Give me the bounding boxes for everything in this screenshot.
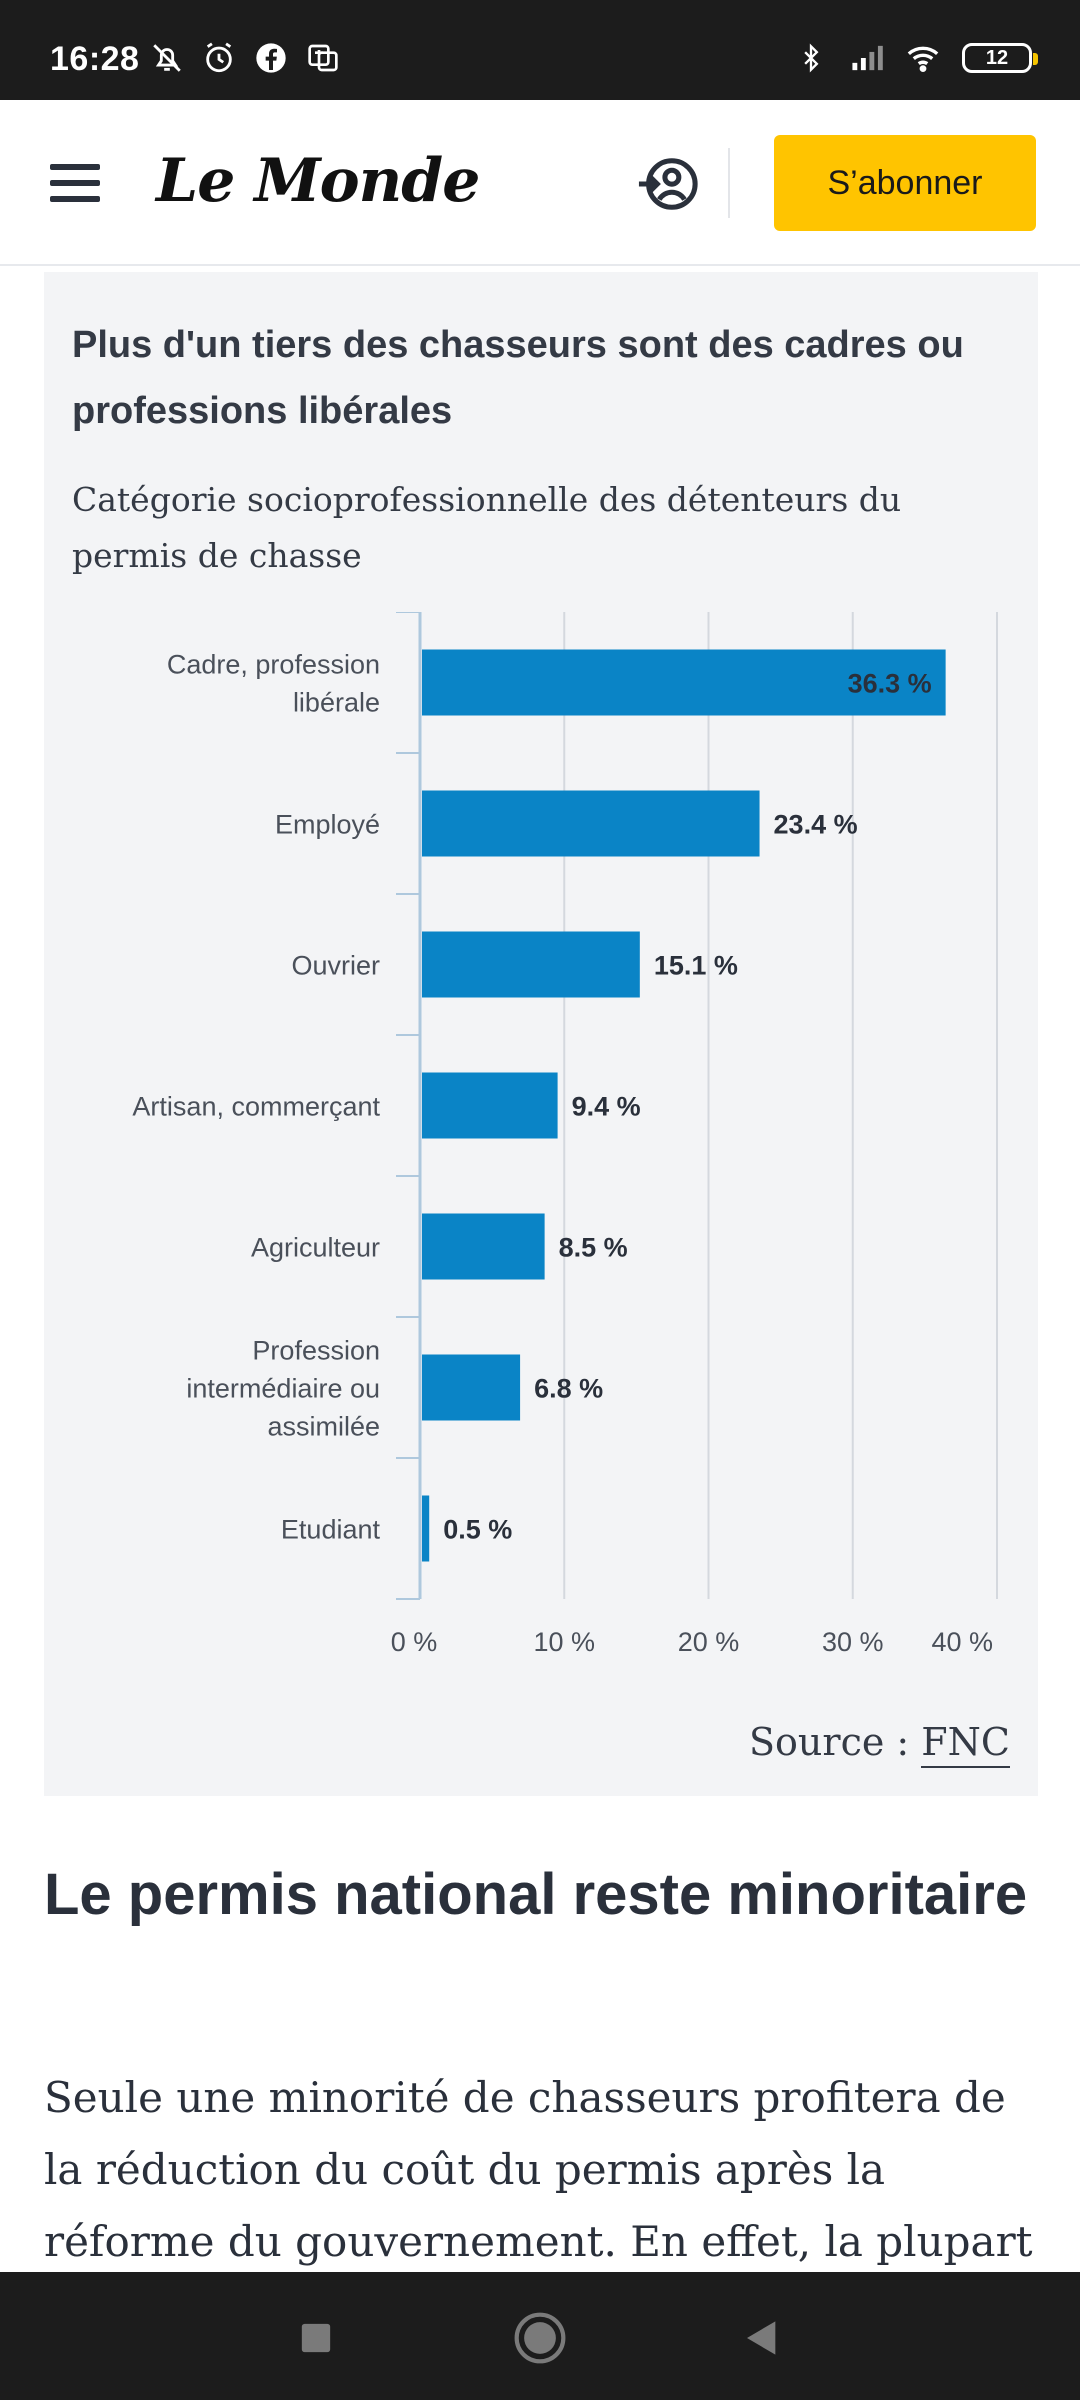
battery-icon: 12: [962, 43, 1038, 73]
bar-value-label: 15.1 %: [654, 951, 738, 981]
bar-value-label: 23.4 %: [774, 810, 858, 840]
x-tick-label: 20 %: [678, 1627, 740, 1657]
category-label-line: Etudiant: [281, 1515, 381, 1545]
category-label: Ouvrier: [291, 951, 380, 981]
facebook-icon: [254, 41, 288, 75]
le-monde-logo[interactable]: Le Monde: [156, 146, 480, 216]
category-label: Artisan, commerçant: [132, 1092, 380, 1122]
wifi-icon: [906, 41, 940, 75]
category-label-line: Employé: [275, 810, 380, 840]
bar: [422, 1354, 521, 1421]
bell-off-icon: [150, 41, 184, 75]
subscribe-button[interactable]: S’abonner: [774, 135, 1036, 231]
translate-icon: [306, 41, 340, 75]
menu-icon[interactable]: [46, 158, 104, 208]
x-tick-label: 30 %: [822, 1627, 884, 1657]
bar-value-label: 8.5 %: [559, 1233, 628, 1263]
bar-chart: 36.3 % Cadre, profession libérale 23.4 % Emp…: [132, 612, 998, 1657]
bar-value-label: 6.8 %: [534, 1374, 603, 1404]
bar: [422, 1213, 545, 1280]
category-label: Agriculteur: [251, 1233, 380, 1263]
category-label-line: Agriculteur: [251, 1233, 380, 1263]
article-paragraph: Seule une minorité de chasseurs profiter…: [44, 2073, 1033, 2338]
bar: [422, 790, 760, 857]
category-label: Etudiant: [281, 1515, 381, 1545]
article-heading: Le permis national reste minoritaire: [44, 1862, 1028, 1927]
category-label-line: Ouvrier: [291, 951, 380, 981]
home-icon[interactable]: [508, 2306, 572, 2370]
category-label-line: Profession: [252, 1336, 380, 1366]
bar: [422, 931, 640, 998]
category-label-line: Cadre, profession: [167, 650, 380, 680]
bluetooth-icon: [794, 41, 828, 75]
account-icon[interactable]: [636, 152, 700, 216]
category-label: Profession intermédiaire ou assimilée: [186, 1336, 380, 1442]
bar: [422, 1495, 430, 1562]
status-bar: 16:28 12: [0, 0, 1080, 100]
chart-source: Source : FNC: [749, 1720, 1010, 1768]
site-header: Le Monde S’abonner: [0, 100, 1080, 266]
category-label: Employé: [275, 810, 380, 840]
alarm-icon: [202, 41, 236, 75]
bar: [422, 1072, 558, 1139]
battery-level: 12: [985, 46, 1009, 69]
bar: [422, 649, 946, 716]
x-tick-label: 40 %: [931, 1627, 993, 1657]
chart-subtitle: Catégorie socioprofessionnelle des déten…: [72, 480, 902, 575]
category-label: Cadre, profession libérale: [167, 650, 380, 718]
category-label-line: assimilée: [267, 1412, 380, 1442]
category-label-line: Artisan, commerçant: [132, 1092, 380, 1122]
category-label-line: libérale: [293, 688, 380, 718]
x-tick-label: 10 %: [533, 1627, 595, 1657]
source-link[interactable]: FNC: [921, 1720, 1010, 1768]
bar-value-label: 36.3 %: [848, 669, 932, 699]
signal-icon: [850, 41, 884, 75]
bar-value-label: 9.4 %: [572, 1092, 641, 1122]
status-time: 16:28: [50, 40, 140, 78]
navigation-bar: [0, 2272, 1080, 2400]
chart-title: Plus d'un tiers des chasseurs sont des c…: [72, 324, 964, 432]
category-label-line: intermédiaire ou: [186, 1374, 380, 1404]
chart-card: Plus d'un tiers des chasseurs sont des c…: [44, 272, 1038, 1796]
source-prefix: Source :: [749, 1720, 922, 1764]
x-tick-label: 0 %: [391, 1627, 438, 1657]
back-icon[interactable]: [730, 2306, 794, 2370]
recents-icon[interactable]: [284, 2306, 348, 2370]
bar-value-label: 0.5 %: [443, 1515, 512, 1545]
header-divider: [728, 148, 730, 218]
